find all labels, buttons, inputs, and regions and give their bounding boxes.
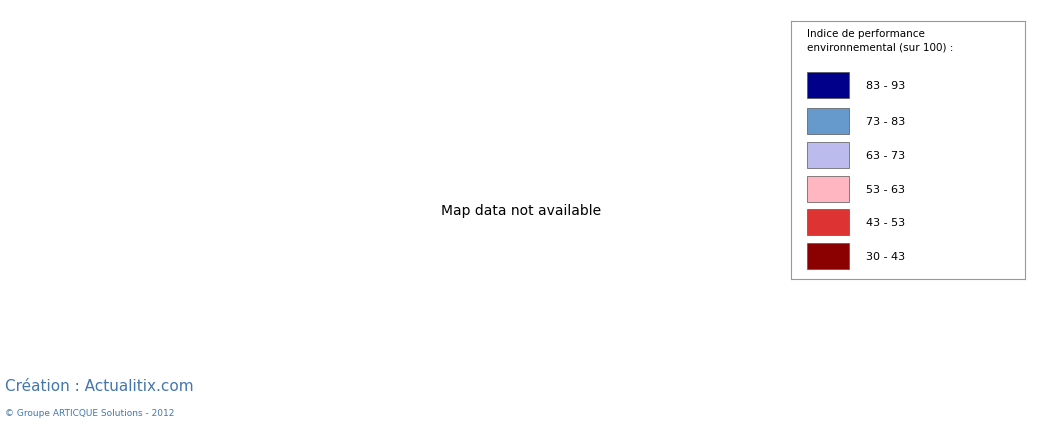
Text: © Groupe ARTICQUE Solutions - 2012: © Groupe ARTICQUE Solutions - 2012 xyxy=(5,408,174,417)
Bar xyxy=(807,210,849,236)
Text: 43 - 53: 43 - 53 xyxy=(866,218,905,228)
Text: Indice de performance
environnemental (sur 100) :: Indice de performance environnemental (s… xyxy=(807,29,953,52)
Text: 30 - 43: 30 - 43 xyxy=(866,251,905,261)
Text: Création : Actualitix.com: Création : Actualitix.com xyxy=(5,378,194,393)
Bar xyxy=(807,109,849,135)
Text: 63 - 73: 63 - 73 xyxy=(866,150,905,161)
Bar xyxy=(807,176,849,202)
Bar xyxy=(807,73,849,99)
Text: Map data not available: Map data not available xyxy=(441,204,602,218)
Text: 83 - 93: 83 - 93 xyxy=(866,81,905,91)
Bar xyxy=(807,143,849,169)
Text: 73 - 83: 73 - 83 xyxy=(866,117,905,127)
Bar xyxy=(807,243,849,269)
Text: 53 - 63: 53 - 63 xyxy=(866,184,904,194)
